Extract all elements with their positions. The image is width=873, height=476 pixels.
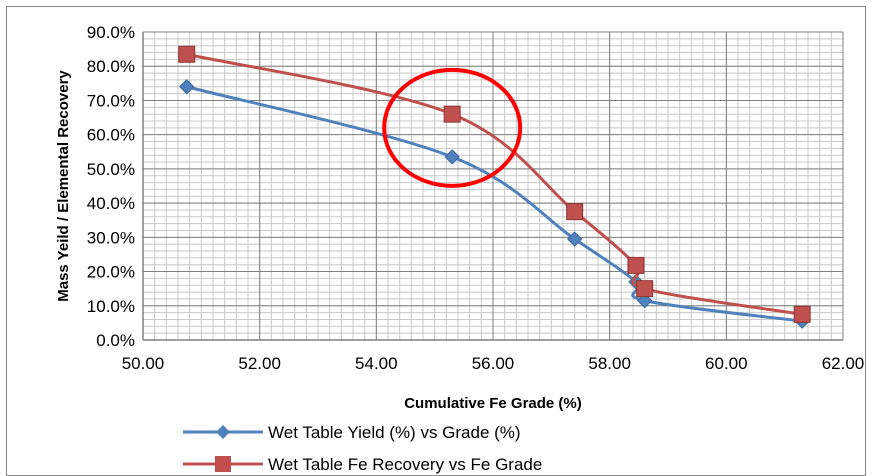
legend-marker-yield: [216, 425, 230, 439]
x-axis-title: Cumulative Fe Grade (%): [404, 395, 582, 412]
series-layer: [178, 45, 811, 329]
data-point-square: [178, 45, 196, 63]
legend-marker-recovery: [215, 456, 231, 472]
annotation-layer: [382, 67, 523, 188]
x-tick-label: 54.00: [355, 354, 398, 373]
data-point-square: [636, 280, 654, 298]
y-tick-label: 20.0%: [87, 263, 135, 282]
x-tick-labels: 50.00 52.00 54.00 56.00 58.00 60.00 62.00: [122, 354, 865, 373]
data-point-square: [443, 105, 461, 123]
legend-label-recovery: Wet Table Fe Recovery vs Fe Grade: [268, 455, 542, 474]
series-0: [179, 79, 810, 329]
y-tick-label: 70.0%: [87, 91, 135, 110]
highlight-circle: [382, 67, 523, 188]
legend-label-yield: Wet Table Yield (%) vs Grade (%): [268, 423, 521, 442]
data-point-diamond: [179, 79, 195, 95]
x-tick-label: 62.00: [822, 354, 865, 373]
legend-item-recovery: Wet Table Fe Recovery vs Fe Grade: [183, 455, 542, 474]
series-1: [178, 45, 811, 323]
y-tick-label: 50.0%: [87, 160, 135, 179]
series-line: [186, 52, 803, 316]
major-grid: [142, 31, 844, 341]
data-point-square: [566, 203, 584, 221]
data-point-diamond: [566, 231, 583, 247]
legend-item-yield: Wet Table Yield (%) vs Grade (%): [183, 423, 521, 442]
data-point-diamond: [444, 149, 460, 165]
axes: [142, 32, 843, 341]
data-point-square: [793, 305, 811, 323]
y-tick-label: 60.0%: [87, 126, 135, 145]
y-tick-label: 10.0%: [87, 297, 135, 316]
series-line: [186, 85, 803, 323]
y-tick-labels: 0.0% 10.0% 20.0% 30.0% 40.0% 50.0% 60.0% 70.0% 8…: [87, 23, 135, 350]
x-tick-label: 52.00: [238, 354, 281, 373]
x-tick-label: 56.00: [472, 354, 515, 373]
y-axis-title: Mass Yeild / Elemental Recovery: [55, 70, 72, 302]
data-point-square: [627, 256, 645, 274]
data-point-diamond: [636, 292, 653, 309]
x-tick-label: 60.00: [705, 354, 748, 373]
x-tick-label: 50.00: [122, 354, 165, 373]
y-tick-label: 80.0%: [87, 57, 135, 76]
legend: Wet Table Yield (%) vs Grade (%) Wet Tab…: [183, 423, 542, 474]
y-tick-label: 30.0%: [87, 228, 135, 247]
x-tick-label: 58.00: [588, 354, 631, 373]
y-tick-label: 90.0%: [87, 23, 135, 42]
y-tick-label: 40.0%: [87, 194, 135, 213]
data-point-diamond: [628, 274, 644, 290]
y-tick-label: 0.0%: [96, 331, 135, 350]
